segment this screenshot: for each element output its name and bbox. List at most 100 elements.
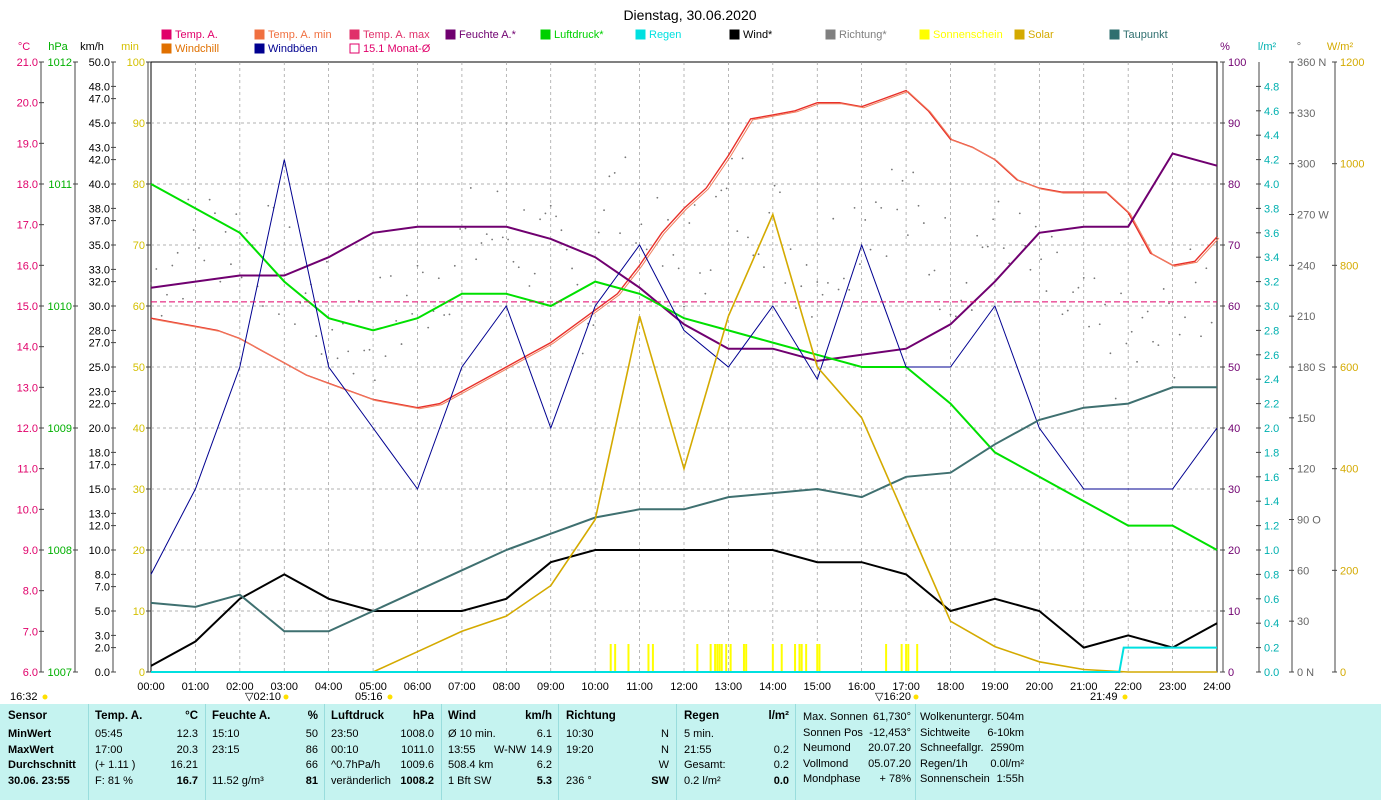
axis-tick-label: 60 [1228,301,1240,313]
legend-swatch [349,29,360,40]
extra-value: 504m [996,711,1024,723]
axis-unit: hPa [48,41,68,53]
legend-label: Taupunkt [1123,29,1168,41]
direction-dot [1024,244,1027,247]
axis-tick-label: 4.0 [1264,179,1279,191]
legend-label: Wind* [743,29,773,41]
legend-label: Solar [1028,29,1054,41]
direction-dot [912,171,915,174]
x-tick-label: 24:00 [1203,681,1231,693]
astro-label: Mondphase [803,773,861,785]
direction-dot [1141,316,1144,319]
extra-column: Wolkenuntergr. 504m Sichtweite 6-10km Schn… [920,711,1024,789]
direction-dot [645,248,648,251]
rain-current: 0.0 [773,774,789,787]
wind-avg: 6.2 [536,759,552,771]
direction-dot [795,307,797,309]
axis-tick-label: 6.0 [23,667,38,679]
axis-tick-label: 8.0 [23,586,38,598]
direction-dot [1098,323,1101,326]
wind-max-time: 13:55 [448,743,476,756]
direction-dot [192,229,195,231]
rain-total: 0.2 [773,759,789,771]
axis-tick-label: 150 [1297,413,1315,425]
direction-header: Richtung [566,710,616,722]
direction-dot [1136,360,1138,363]
direction-dot [789,248,792,251]
wind-max-dir: W-NW [494,743,527,756]
axis-unit: % [1220,41,1230,53]
direction-dot [640,223,643,226]
axis-tick-label: 37.0 [89,216,110,228]
sun-dot-icon [387,694,393,700]
axis-tick-label: 1012 [48,57,72,69]
direction-dot [278,313,280,316]
direction-dot [160,314,163,317]
axis-tick-label: 1011 [48,179,72,191]
axis-tick-label: 4.8 [1264,81,1279,93]
pressure-max: 1011.0 [401,743,434,756]
humidity-max: 86 [305,743,318,756]
direction-dot [235,213,238,216]
x-tick-label: 14:00 [759,681,787,693]
direction-dot [874,201,877,204]
rain-column: Regen l/m² 5 min. 21:55 0.2 Gesamt: 0.2 0.2… [684,710,789,790]
axis-tick-label: 10.0 [89,545,110,557]
axis-tick-label: 3.0 [1264,301,1279,313]
direction-dot [1061,313,1064,316]
direction-dot [1018,212,1021,215]
axis-tick-label: 360 N [1297,57,1326,69]
legend-swatch [161,29,172,40]
direction-dot [219,280,222,283]
axis-tick-label: 0.4 [1264,618,1279,630]
direction-dot [544,212,547,215]
temp-min-time: 05:45 [95,728,123,740]
row-label: Durchschnitt [8,759,76,771]
astro-value: + 78% [879,773,912,785]
axis-tick-label: 80 [133,179,145,191]
axis-tick-label: 4.6 [1264,106,1279,118]
axis-tick-label: 48.0 [89,81,110,93]
direction-dot [571,267,573,270]
axis-tick-label: 0.8 [1264,569,1279,581]
wind-header: Wind [448,710,476,722]
humidity-unit: % [307,710,318,722]
direction-dot [1077,286,1080,289]
direction-dot [288,226,291,229]
axis-unit: l/m² [1258,41,1277,53]
direction-dot [603,209,605,212]
axis-tick-label: 30 [1297,616,1309,628]
axis-tick-label: 1000 [1340,159,1364,171]
sun-dot-icon [42,694,48,700]
humidity-column: Feuchte A.% 15:10 50 23:15 86 66 11.52 g/m… [212,710,318,790]
pressure-trend: ^0.7hPa/h [331,759,381,771]
direction-dot [869,248,872,251]
temp-max-time: 17:00 [95,743,123,756]
axis-tick-label: 10 [1228,606,1240,618]
extra-label: Sonnenschein [920,773,990,785]
direction-dot [741,157,744,160]
axis-tick-label: 270 W [1297,210,1329,222]
pressure-column: Luftdruck hPa 23:50 1008.0 00:10 1011.0 ^0.… [331,710,434,790]
series-wind [150,549,1218,667]
axis-tick-label: 50.0 [89,57,110,69]
axis-tick-label: 70 [1228,240,1240,252]
temp-unit: °C [185,710,198,722]
axis-tick-label: 17.0 [89,460,110,472]
direction-dot [683,305,685,308]
axis-tick-label: 15.0 [17,301,38,313]
direction-dot [960,299,963,302]
direction-dot [1093,277,1096,280]
direction-dot [581,352,584,355]
extra-value: 2590m [990,742,1024,754]
axis-tick-label: 1.8 [1264,447,1279,459]
axis-tick-label: 0 [139,667,145,679]
direction-dot [475,258,478,261]
axis-unit: W/m² [1327,41,1354,53]
temp-min: 12.3 [176,728,198,740]
direction-dot [832,217,835,220]
temp-header: Temp. A. [95,710,143,722]
direction-dot [384,355,387,358]
direction-dot [997,200,1000,203]
chart-title: Dienstag, 30.06.2020 [623,7,756,23]
